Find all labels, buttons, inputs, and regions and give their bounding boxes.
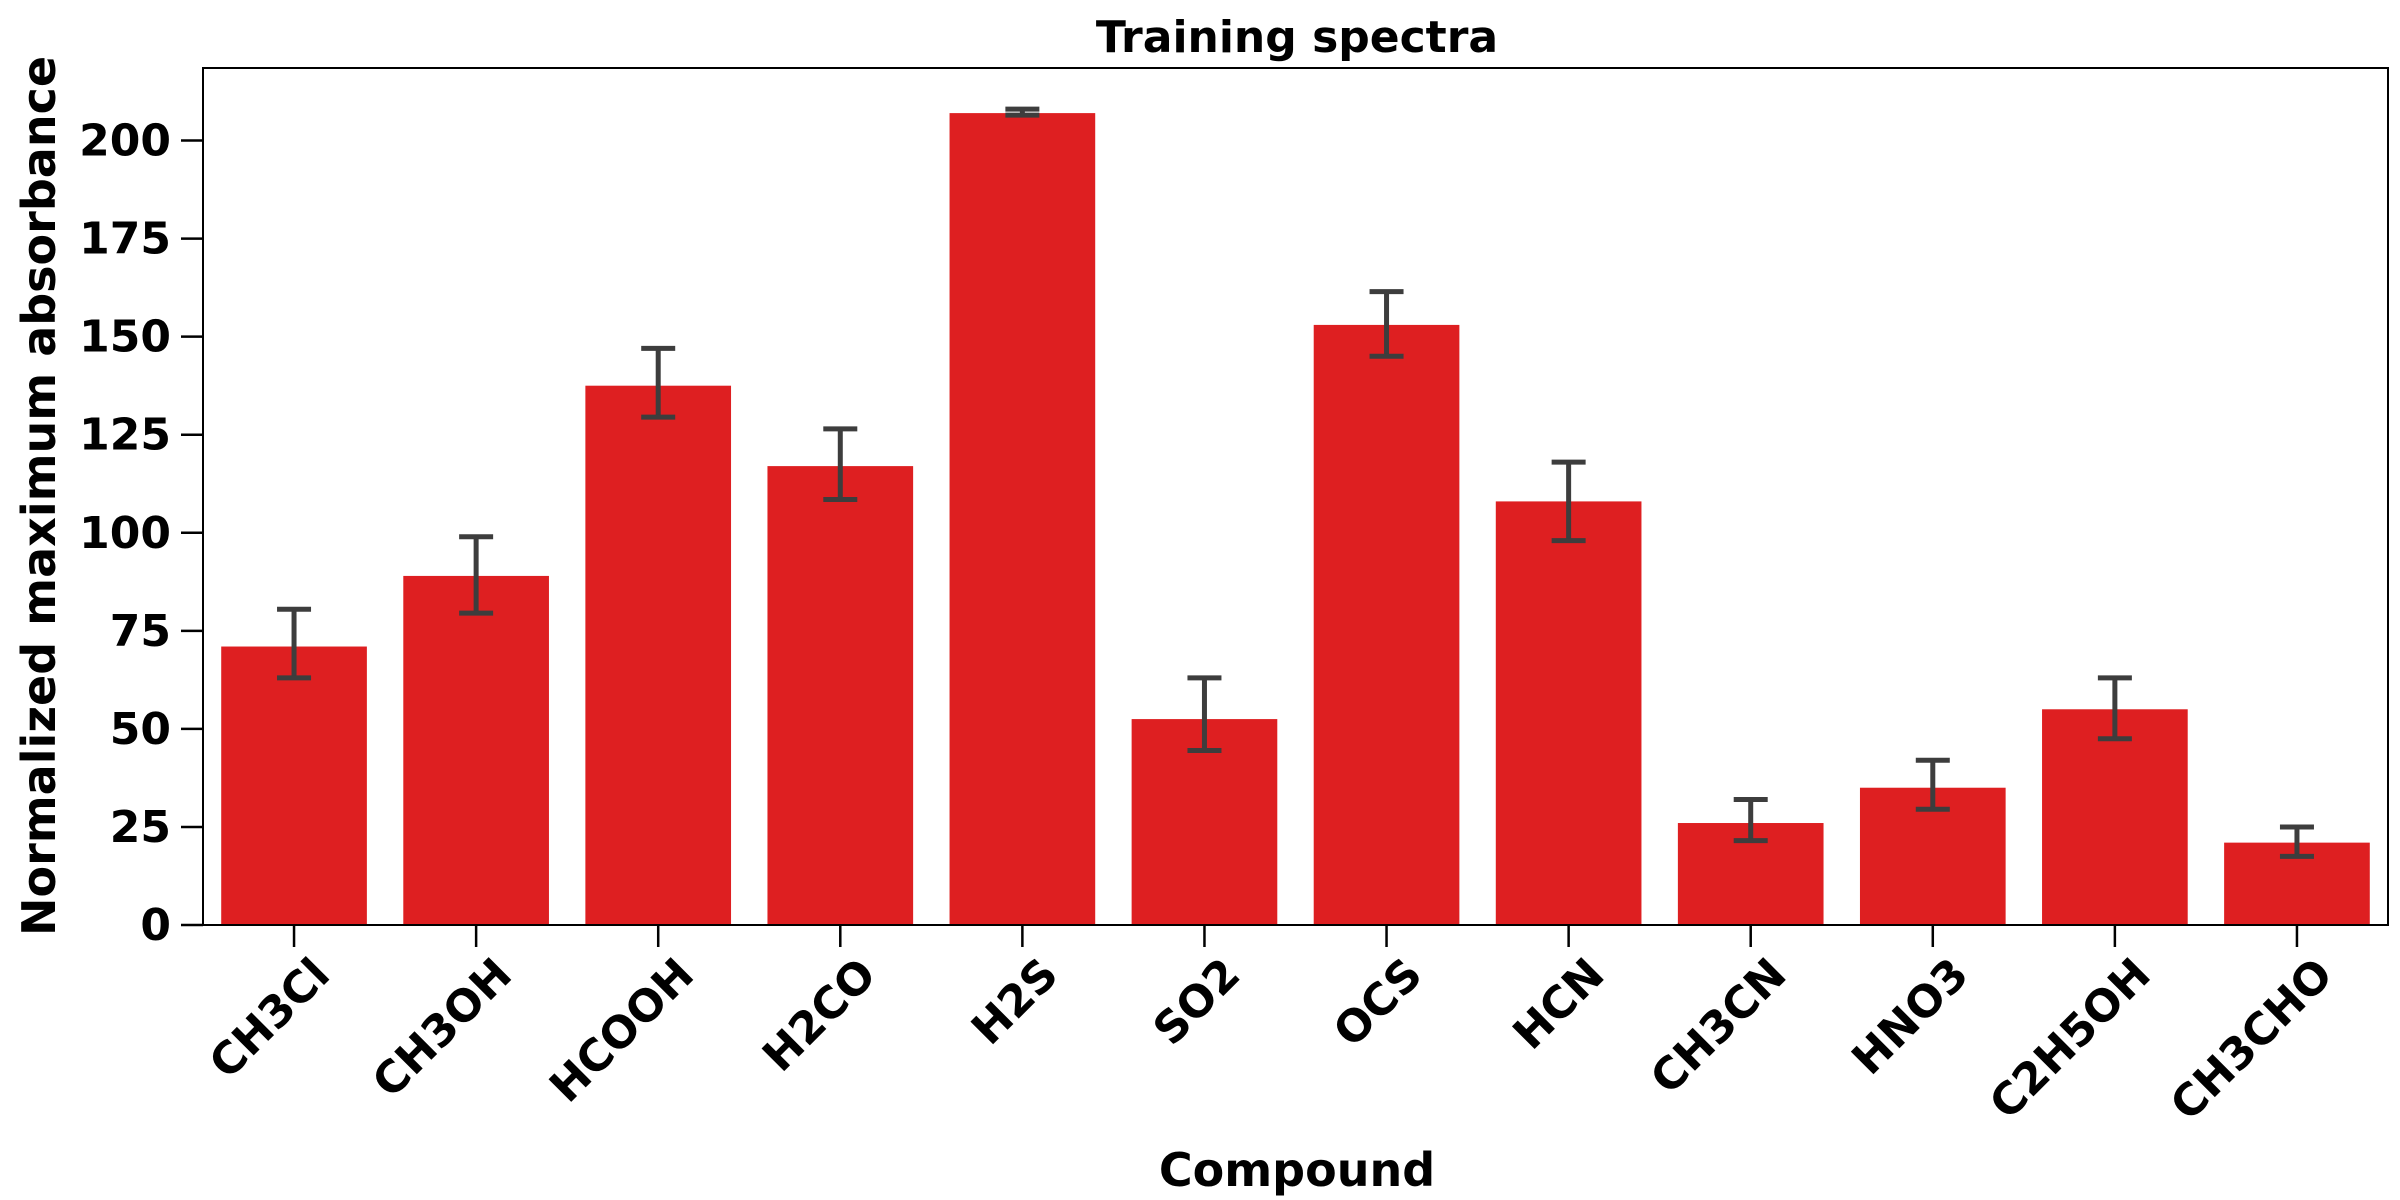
x-axis-ticks: CH3Cl CH3OH HCOOH H2CO H2S SO2 OCS HCN CH3CN HNO3… bbox=[200, 925, 2343, 1131]
y-axis-ticks: 0 25 50 75 100 125 150 175 200 bbox=[79, 116, 203, 951]
bar-H2S bbox=[949, 113, 1096, 925]
x-tick-label: H2CO bbox=[753, 949, 886, 1082]
x-tick-label: OCS bbox=[1324, 949, 1432, 1057]
y-tick-label: 150 bbox=[79, 312, 171, 363]
error-bar-HNO3 bbox=[1915, 757, 1950, 812]
plot-frame bbox=[202, 67, 2389, 926]
bar-H2CO bbox=[767, 466, 914, 925]
error-bar-HCN bbox=[1551, 459, 1586, 544]
bar-CH3OH bbox=[403, 575, 549, 925]
y-tick-label: 200 bbox=[79, 116, 171, 167]
x-tick-label: CH3OH bbox=[363, 949, 522, 1108]
x-tick-label: CH3CN bbox=[1641, 949, 1796, 1104]
x-tick-label: CH3CHO bbox=[2161, 949, 2343, 1131]
bar-OCS bbox=[1313, 324, 1460, 925]
x-tick-label: HNO3 bbox=[1842, 949, 1978, 1085]
y-axis-label: Normalized maximum absorbance bbox=[12, 56, 66, 936]
y-tick-label: 100 bbox=[79, 508, 171, 559]
error-bar-H2CO bbox=[823, 426, 858, 502]
x-tick-label: H2S bbox=[962, 949, 1068, 1055]
error-bar-CH3CN bbox=[1733, 796, 1768, 844]
y-tick-label: 25 bbox=[110, 802, 171, 853]
y-tick-label: 175 bbox=[79, 214, 171, 265]
error-bars-group bbox=[277, 106, 2314, 859]
error-bar-OCS bbox=[1369, 289, 1404, 359]
error-bar-H2S bbox=[1005, 106, 1040, 118]
x-tick-label: SO2 bbox=[1144, 949, 1251, 1056]
x-tick-label: HCN bbox=[1503, 949, 1614, 1060]
x-tick-label: HCOOH bbox=[540, 949, 704, 1113]
x-tick-label: C2H5OH bbox=[1980, 949, 2161, 1130]
x-tick-label: CH3Cl bbox=[200, 949, 340, 1089]
error-bar-CH3CHO bbox=[2279, 824, 2314, 859]
bar-C2H5OH bbox=[2042, 709, 2188, 925]
y-tick-label: 125 bbox=[79, 410, 171, 461]
bar-HCN bbox=[1495, 501, 1642, 925]
error-bar-CH3OH bbox=[459, 534, 494, 616]
error-bar-C2H5OH bbox=[2097, 675, 2132, 742]
y-tick-label: 50 bbox=[110, 704, 171, 755]
bar-CH3Cl bbox=[221, 646, 367, 925]
error-bar-SO2 bbox=[1187, 675, 1222, 753]
y-tick-label: 75 bbox=[110, 606, 171, 657]
error-bar-HCOOH bbox=[641, 345, 676, 420]
bars-group bbox=[221, 113, 2370, 925]
y-tick-label: 0 bbox=[140, 900, 171, 951]
x-axis-label: Compound bbox=[1159, 1143, 1435, 1197]
error-bar-CH3Cl bbox=[277, 606, 312, 681]
chart-title: Training spectra bbox=[1096, 12, 1498, 63]
bar-SO2 bbox=[1131, 719, 1278, 925]
bar-HCOOH bbox=[585, 385, 732, 925]
